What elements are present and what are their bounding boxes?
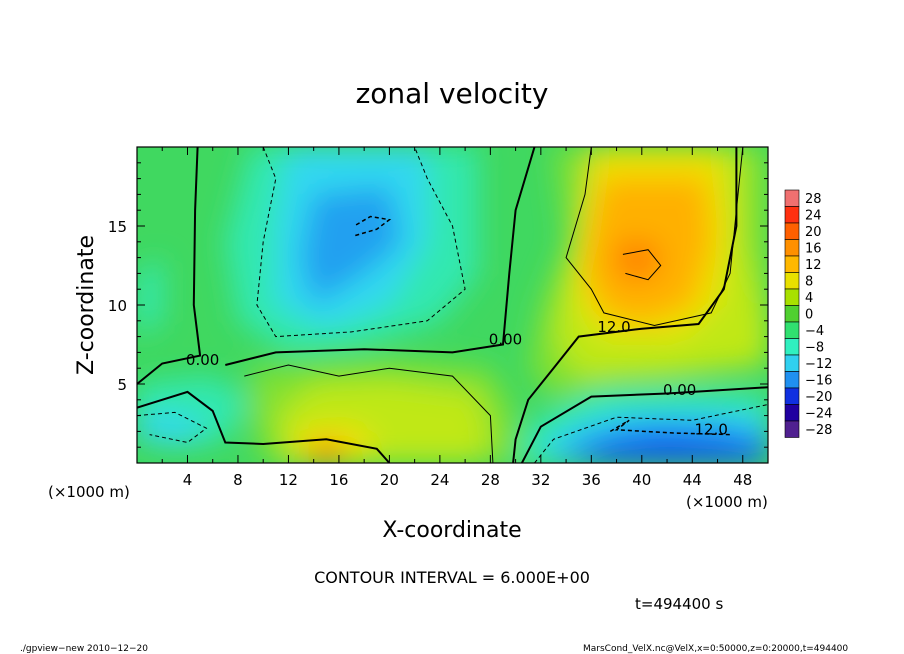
x-axis: 4 8 12 16 20 24 28 32 36 40 44 48 — [161, 147, 752, 489]
colorbar-label-4: 12 — [805, 258, 822, 273]
x-tick-label-24: 24 — [430, 471, 449, 489]
y-tick-label-5: 5 — [117, 376, 127, 394]
colorbar-swatch-14 — [784, 420, 800, 438]
y-tick-label-10: 10 — [108, 297, 127, 315]
x-tick-label-16: 16 — [329, 471, 348, 489]
region-20-bottom — [307, 442, 346, 463]
contour-lines — [137, 147, 768, 463]
y-axis: 5 10 15 — [108, 162, 768, 448]
contour-label-3: 12.0 — [597, 318, 630, 336]
region-minus4-left-upper — [137, 257, 163, 337]
colorbar-label-3: 16 — [805, 242, 822, 257]
x-tick-label-48: 48 — [733, 471, 752, 489]
y-axis-label: Z-coordinate — [74, 235, 99, 375]
contour-minus6-upper — [256, 147, 466, 338]
colorbar-swatch-2 — [784, 222, 800, 240]
colorbar-label-10: −12 — [805, 357, 832, 372]
colorbar-swatch-6 — [784, 288, 800, 306]
colorbar-label-2: 20 — [805, 225, 822, 240]
x-tick-label-32: 32 — [531, 471, 550, 489]
colorbar-swatch-11 — [784, 371, 800, 389]
x-tick-label-44: 44 — [683, 471, 702, 489]
colorbar-swatch-7 — [784, 305, 800, 323]
x-axis-unit-right: (×1000 m) — [686, 493, 768, 511]
contour-minus12-bottom-right — [609, 419, 731, 436]
colorbar-swatch-1 — [784, 206, 800, 224]
colorbar-label-0: 28 — [805, 192, 822, 207]
velocity-field — [137, 147, 768, 463]
colorbar-swatch-10 — [784, 354, 800, 372]
x-tick-label-36: 36 — [582, 471, 601, 489]
colorbar-swatch-13 — [784, 404, 800, 422]
colorbar-label-13: −24 — [805, 407, 832, 422]
contour-zero-bottom-left — [137, 390, 391, 463]
footer-left-text: ./gpview−new 2010−12−20 — [20, 644, 148, 654]
contour-label-0: 0.00 — [186, 351, 219, 369]
colorbar-label-6: 4 — [805, 291, 813, 306]
contour-zero-middle — [225, 147, 536, 366]
region-minus16-bottom-right — [578, 433, 768, 463]
y-tick-label-15: 15 — [108, 218, 127, 236]
colorbar-label-14: −28 — [805, 423, 832, 438]
time-text: t=494400 s — [635, 595, 723, 613]
colorbar-swatch-5 — [784, 272, 800, 290]
x-axis-label: X-coordinate — [382, 518, 521, 543]
contour-plus12-right — [622, 249, 662, 281]
region-minus12-upper — [301, 186, 402, 305]
contour-zero-bottom-right — [521, 386, 768, 463]
colorbar-label-11: −16 — [805, 374, 832, 389]
contour-minus12-upper — [353, 215, 392, 237]
colorbar-swatch-12 — [784, 387, 800, 405]
x-tick-label-20: 20 — [380, 471, 399, 489]
colorbar-swatch-9 — [784, 338, 800, 356]
x-tick-label-40: 40 — [632, 471, 651, 489]
chart-title: zonal velocity — [356, 77, 549, 110]
colorbar-swatch-4 — [784, 255, 800, 273]
contour-label-2: 0.00 — [663, 381, 696, 399]
contour-plus6-right — [565, 147, 744, 327]
contour-zero-left — [137, 147, 202, 385]
x-tick-label-8: 8 — [233, 471, 243, 489]
contour-label-1: 0.00 — [489, 331, 522, 349]
x-axis-unit-left: (×1000 m) — [48, 483, 130, 501]
contour-label-4: 12.0 — [695, 421, 728, 439]
x-tick-label-4: 4 — [183, 471, 193, 489]
colorbar-swatch-8 — [784, 321, 800, 339]
x-tick-label-28: 28 — [481, 471, 500, 489]
colorbar-swatch-0 — [784, 189, 800, 207]
colorbar-label-1: 24 — [805, 209, 822, 224]
contour-minus6-left — [137, 411, 208, 444]
contour-labels: 0.00 0.00 0.00 12.0 12.0 — [186, 318, 728, 439]
colorbar-label-7: 0 — [805, 308, 813, 323]
contour-plus6-middle — [244, 364, 494, 463]
plot-area: 0.00 0.00 0.00 12.0 12.0 — [136, 146, 769, 464]
colorbar-label-12: −20 — [805, 390, 832, 405]
colorbar-label-8: −4 — [805, 324, 824, 339]
colorbar-label-9: −8 — [805, 341, 824, 356]
colorbar-swatch-3 — [784, 239, 800, 257]
contour-minus6-bottom-right — [534, 404, 768, 463]
footer-right-text: MarsCond_VelX.nc@VelX,x=0:50000,z=0:2000… — [583, 644, 848, 654]
colorbar-label-5: 8 — [805, 275, 813, 290]
x-tick-label-12: 12 — [279, 471, 298, 489]
contour-interval-text: CONTOUR INTERVAL = 6.000E+00 — [314, 568, 590, 587]
contour-zero-right-top — [512, 147, 738, 463]
